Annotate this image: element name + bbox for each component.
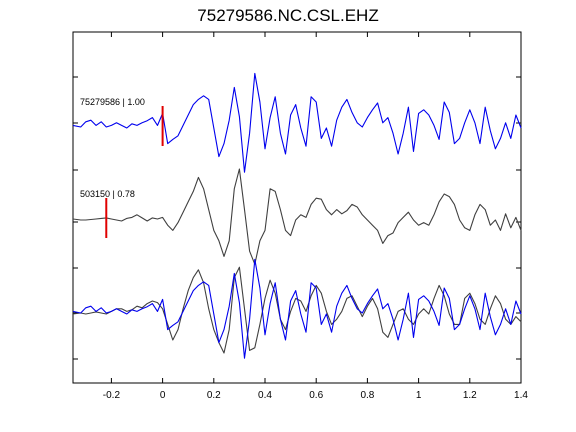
trace-label-0: 75279586 | 1.00 [80,97,145,107]
x-tick-label: 1.4 [514,390,528,401]
trace-line-1 [72,168,522,265]
x-tick-label: 1 [416,390,422,401]
x-tick-label: 1.2 [463,390,477,401]
trace-line-3 [72,266,522,354]
trace-line-2 [72,258,522,359]
trace-labels: 75279586 | 1.00 503150 | 0.78 [80,97,145,199]
trace-label-1: 503150 | 0.78 [80,189,135,199]
chart-title: 75279586.NC.CSL.EHZ [197,6,379,25]
pick-markers [105,106,164,238]
traces [72,72,522,359]
x-tick-label: 0 [160,390,166,401]
x-tick-label: 0.6 [309,390,323,401]
x-tick-label: 0.8 [360,390,374,401]
x-axis: -0.2 0 0.2 0.4 0.6 0.8 1 1.2 1.4 [103,32,528,401]
x-tick-label: -0.2 [103,390,121,401]
trace-line-0 [72,72,522,173]
x-tick-label: 0.2 [207,390,221,401]
x-tick-label: 0.4 [258,390,272,401]
plot-frame [72,31,522,384]
